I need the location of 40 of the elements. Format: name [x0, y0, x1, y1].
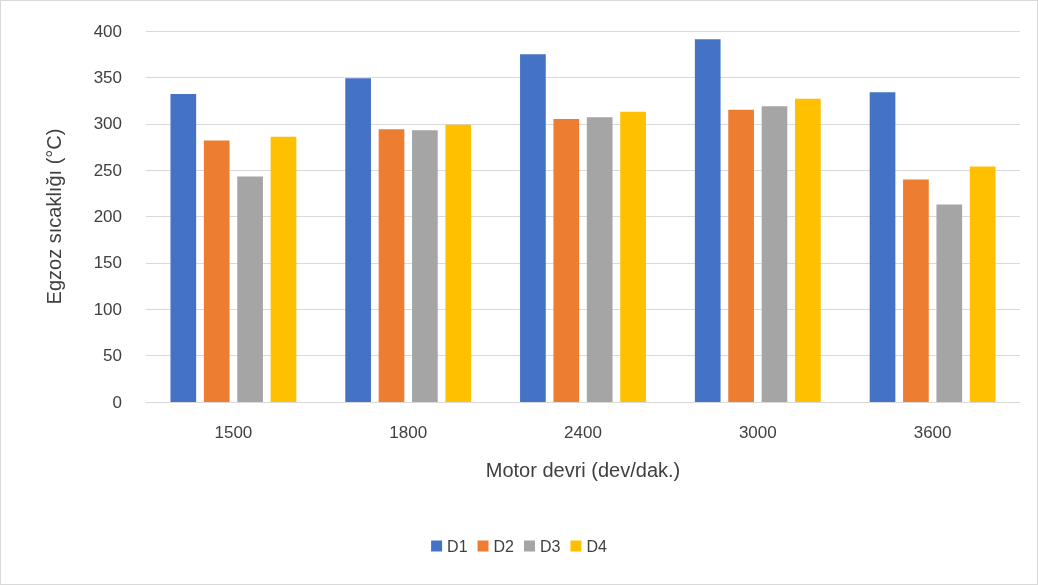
x-tick-label: 3600: [913, 423, 952, 442]
x-tick-label: 3000: [738, 423, 777, 442]
bar: [378, 129, 405, 402]
bar: [270, 136, 297, 402]
y-tick-label: 300: [93, 114, 122, 134]
bar: [869, 92, 896, 402]
y-tick-label: 150: [93, 253, 122, 273]
y-tick-label: 0: [112, 392, 122, 412]
x-tick-label: 1800: [389, 423, 428, 442]
bar: [936, 204, 963, 402]
bar: [203, 140, 230, 402]
y-tick-label: 400: [93, 21, 122, 41]
y-tick-label: 100: [93, 299, 122, 319]
bar: [586, 117, 613, 402]
bar: [620, 111, 646, 402]
bar: [553, 119, 580, 402]
bar: [445, 124, 472, 402]
x-axis-title: Motor devri (dev/dak.): [485, 459, 681, 481]
y-tick-label: 250: [93, 160, 122, 180]
legend-label: D4: [586, 537, 608, 555]
legend-label: D2: [493, 537, 515, 555]
y-tick-label: 350: [93, 67, 122, 87]
bar: [761, 106, 788, 402]
bar: [412, 130, 438, 402]
bar: [694, 39, 721, 402]
bar: [170, 94, 197, 402]
legend-label: D1: [447, 537, 468, 555]
y-axis-title: Egzoz sıcaklığı (°C): [43, 128, 65, 305]
bar: [795, 98, 821, 402]
bar: [728, 109, 754, 402]
legend-label: D3: [540, 537, 561, 555]
x-tick-label: 2400: [564, 423, 602, 442]
bar: [520, 54, 546, 402]
y-tick-label: 200: [93, 207, 122, 226]
bar: [903, 179, 929, 402]
x-tick-label: 1500: [214, 423, 253, 442]
bar: [345, 78, 371, 402]
y-tick-label: 50: [103, 346, 122, 366]
bar: [969, 166, 996, 402]
bar: [237, 176, 263, 402]
